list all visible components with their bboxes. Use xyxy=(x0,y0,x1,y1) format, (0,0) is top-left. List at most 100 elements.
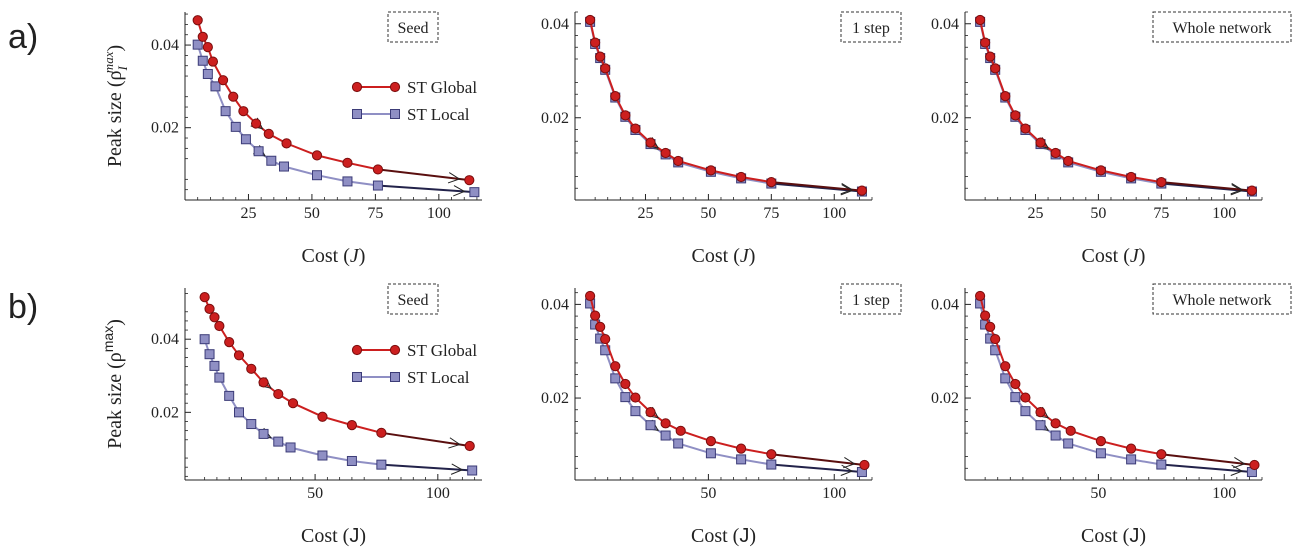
st-global-point xyxy=(202,42,213,53)
st-global-point xyxy=(980,37,991,48)
st-global-point xyxy=(1010,110,1021,121)
panel-a-2: 25 50 75 100 0.02 0.04 Cost (J) 1 step xyxy=(541,11,902,267)
st-global-point xyxy=(464,440,475,452)
st-local-point xyxy=(766,459,777,470)
st-global-point xyxy=(263,128,274,139)
panel-label: Seed xyxy=(397,20,428,37)
legend-label: ST Global xyxy=(407,78,477,97)
st-local-point xyxy=(204,349,215,360)
legend-label: ST Global xyxy=(407,341,477,360)
st-global-point xyxy=(675,425,686,436)
x-axis-label: Cost (J) xyxy=(1082,245,1146,267)
st-global-point xyxy=(217,75,229,86)
panel-label: Seed xyxy=(397,292,428,309)
st-global-point xyxy=(1020,123,1031,134)
st-local-point xyxy=(630,406,641,417)
st-global-point xyxy=(224,337,235,348)
x-tick-label: 75 xyxy=(763,205,779,222)
st-local-point xyxy=(210,81,221,92)
st-global-point xyxy=(342,157,353,168)
st-global-point xyxy=(317,411,328,422)
st-global-point xyxy=(1020,392,1031,403)
x-axis-label: Cost (J) xyxy=(302,245,366,267)
st-global-point xyxy=(1000,91,1011,102)
st-global-point xyxy=(600,333,611,345)
y-tick-label: 0.04 xyxy=(151,37,179,54)
row-label-a: a) xyxy=(8,18,39,56)
st-global-point xyxy=(214,320,225,332)
legend-marker xyxy=(389,81,401,93)
st-global-point xyxy=(600,63,611,74)
st-global-point xyxy=(1050,147,1061,159)
st-local-tail xyxy=(1161,463,1253,474)
st-local-point xyxy=(467,465,478,476)
st-local-point xyxy=(660,430,671,441)
st-local-point xyxy=(376,459,387,470)
st-global-point xyxy=(246,363,257,374)
st-local-tail xyxy=(771,463,863,474)
st-local-point xyxy=(1020,406,1031,417)
panel-label-box xyxy=(1152,283,1292,315)
st-global-tail xyxy=(771,453,865,467)
y-tick-label: 0.04 xyxy=(151,331,179,348)
y-tick-label: 0.02 xyxy=(931,110,959,127)
st-local-point xyxy=(202,68,213,79)
y-axis-label: Peak size (ρmax) xyxy=(100,319,126,449)
st-global-point xyxy=(1249,459,1260,471)
st-local-point xyxy=(1063,438,1074,449)
panel-label-box xyxy=(840,11,902,43)
panel-label: Whole network xyxy=(1172,20,1271,37)
st-local-point xyxy=(346,455,357,466)
st-global-point xyxy=(736,443,747,454)
st-global-point xyxy=(705,436,717,447)
st-local-point xyxy=(317,450,328,461)
st-local-tail xyxy=(1161,182,1253,193)
st-global-point xyxy=(660,418,671,429)
st-global-tail xyxy=(1161,181,1253,192)
st-global-point xyxy=(1010,378,1021,390)
st-local-point xyxy=(469,187,480,198)
st-global-point xyxy=(766,177,777,188)
st-local-point xyxy=(209,360,220,371)
x-tick-label: 25 xyxy=(240,205,256,222)
st-local-point xyxy=(246,419,257,430)
st-global-point xyxy=(1095,436,1107,447)
st-global-point xyxy=(590,310,601,321)
y-tick-label: 0.02 xyxy=(931,390,959,407)
st-global-line xyxy=(203,296,382,434)
st-local-tail xyxy=(381,463,473,472)
legend-marker xyxy=(352,109,362,119)
panel-label-box xyxy=(387,283,439,315)
st-local-point xyxy=(1095,448,1106,459)
st-local-point xyxy=(736,454,747,465)
x-tick-label: 50 xyxy=(1090,205,1106,222)
st-global-point xyxy=(1246,185,1258,196)
x-tick-label: 75 xyxy=(367,205,383,222)
x-tick-label: 75 xyxy=(1153,205,1169,222)
st-global-point xyxy=(273,388,284,400)
st-global-point xyxy=(199,292,210,303)
st-global-point xyxy=(233,350,245,361)
st-global-point xyxy=(736,171,747,183)
st-global-point xyxy=(660,147,671,159)
st-global-point xyxy=(630,392,641,403)
st-global-point xyxy=(985,51,996,62)
legend-marker xyxy=(351,81,363,93)
arrowhead xyxy=(1230,183,1244,195)
y-tick-label: 0.04 xyxy=(541,16,569,33)
y-tick-label: 0.04 xyxy=(931,16,959,33)
st-local-tail xyxy=(377,184,475,194)
st-global-point xyxy=(859,459,870,471)
x-tick-label: 25 xyxy=(1027,205,1043,222)
st-global-point xyxy=(630,123,641,134)
st-global-point xyxy=(1126,171,1137,183)
x-tick-label: 100 xyxy=(1212,485,1236,502)
st-local-point xyxy=(342,176,353,187)
arrowhead xyxy=(450,463,464,475)
st-global-point xyxy=(376,427,387,438)
arrowhead xyxy=(447,172,461,184)
st-local-point xyxy=(273,436,284,447)
st-local-point xyxy=(214,372,225,383)
st-local-point xyxy=(645,420,656,431)
st-global-point xyxy=(645,137,656,148)
